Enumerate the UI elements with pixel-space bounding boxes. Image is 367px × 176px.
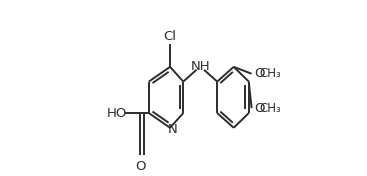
Text: CH₃: CH₃	[259, 67, 281, 80]
Text: O: O	[254, 102, 265, 115]
Text: N: N	[168, 123, 177, 136]
Text: HO: HO	[106, 106, 127, 120]
Text: CH₃: CH₃	[259, 102, 281, 115]
Text: O: O	[135, 160, 146, 173]
Text: Cl: Cl	[164, 30, 177, 43]
Text: O: O	[254, 67, 265, 80]
Text: NH: NH	[190, 60, 210, 73]
